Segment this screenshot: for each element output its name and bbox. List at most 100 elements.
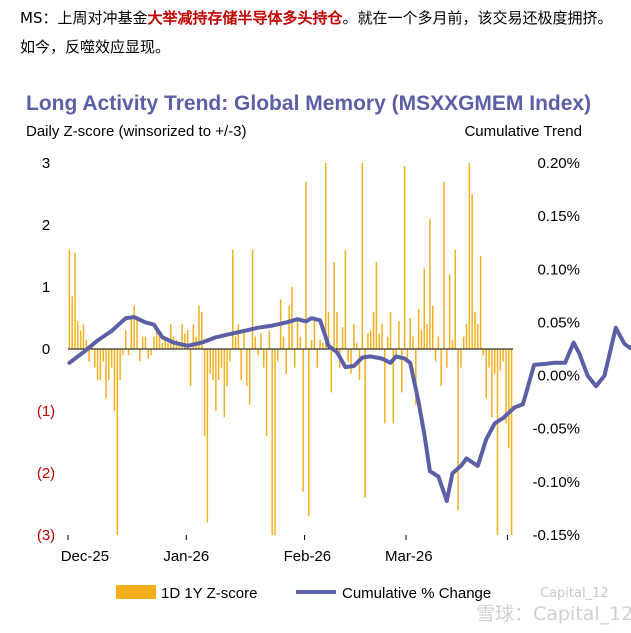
zscore-bar [341, 327, 344, 349]
zscore-bar [310, 339, 313, 349]
zscore-bar [392, 349, 395, 424]
zscore-bar [113, 349, 116, 411]
zscore-bar [493, 349, 496, 374]
zscore-bar [257, 349, 259, 356]
zscore-bar [302, 349, 304, 492]
y-left-tick-label: 1 [42, 279, 50, 296]
y-right-tick-label: -0.15% [532, 527, 580, 544]
chart-title: Long Activity Trend: Global Memory (MSXX… [26, 92, 591, 115]
zscore-bar [437, 336, 440, 349]
zscore-bar [474, 311, 476, 349]
zscore-bar [268, 330, 271, 349]
zscore-bar [423, 268, 426, 349]
zscore-bar [226, 349, 228, 387]
zscore-bar [336, 311, 338, 349]
zscore-bar [108, 349, 110, 380]
zscore-bar [465, 324, 468, 349]
x-tick-label: Dec-25 [61, 548, 109, 565]
zscore-bar [482, 349, 485, 356]
zscore-bar [398, 321, 400, 349]
zscore-bar [462, 336, 465, 349]
y-right-tick-label: 0.05% [537, 314, 580, 331]
zscore-bar [389, 311, 392, 349]
zscore-bar [448, 274, 451, 349]
zscore-bar [251, 249, 254, 349]
zscore-bar [254, 336, 257, 349]
zscore-bar [426, 324, 428, 349]
zscore-bar [431, 305, 434, 349]
zscore-bar [74, 252, 76, 349]
y-right-tick-label: -0.10% [532, 474, 580, 491]
zscore-bar [206, 349, 209, 523]
zscore-bar [361, 163, 364, 349]
y-left-tick-label: (2) [37, 465, 55, 482]
post-prefix: MS：上周对冲基金 [20, 9, 148, 27]
zscore-bar [322, 342, 324, 349]
zscore-bar [68, 249, 71, 349]
zscore-bar [330, 349, 333, 393]
zscore-bar [79, 330, 82, 349]
zscore-bar [420, 330, 423, 349]
zscore-bar [167, 342, 169, 349]
zscore-bar [324, 163, 327, 349]
zscore-bar [508, 349, 510, 449]
y-right-tick-label: 0.00% [537, 368, 580, 385]
zscore-bar [265, 349, 268, 436]
zscore-bar [181, 324, 183, 349]
zscore-bar [386, 336, 389, 349]
zscore-bar [282, 336, 285, 349]
zscore-bar [285, 349, 288, 374]
zscore-bar [344, 249, 347, 349]
zscore-bar [395, 349, 397, 359]
y-right-tick-label: 0.10% [537, 261, 580, 278]
zscore-bar [212, 349, 214, 380]
zscore-bar [277, 349, 279, 362]
zscore-bar [355, 342, 358, 349]
zscore-bar [305, 181, 307, 349]
y-right-tick-label: 0.20% [537, 155, 580, 172]
zscore-bar [401, 349, 403, 393]
zscore-bar [217, 349, 220, 380]
zscore-bar [85, 339, 88, 349]
zscore-bar [491, 349, 493, 418]
zscore-bar [364, 349, 366, 498]
zscore-bar [457, 349, 459, 511]
zscore-bar [319, 339, 321, 349]
zscore-bar [110, 349, 113, 368]
legend-line-label: Cumulative % Change [342, 585, 491, 602]
y-axis-right-ticks: 0.20% 0.15% 0.10% 0.05% 0.00% -0.05% -0.10% -0.… [532, 155, 580, 544]
y-left-tick-label: (1) [37, 403, 55, 420]
zscore-bar [262, 349, 265, 368]
zscore-bar [161, 342, 164, 349]
zscore-bar [170, 324, 172, 349]
zscore-bar [406, 349, 409, 362]
zscore-bar [102, 349, 104, 362]
cumulative-change-line [67, 315, 631, 503]
zscore-bar [99, 349, 102, 380]
zscore-bar [127, 349, 130, 356]
zscore-bar [105, 349, 107, 399]
zscore-bar [164, 336, 166, 349]
zscore-bar [446, 349, 448, 368]
zscore-bar [412, 336, 414, 349]
zscore-bar [347, 349, 349, 362]
zscore-bar [370, 330, 372, 349]
legend: 1D 1Y Z-score Cumulative % Change [116, 585, 491, 602]
zscore-bar [327, 311, 330, 349]
zscore-bar [240, 349, 242, 380]
zscore-bar [299, 336, 302, 349]
zscore-bar [271, 349, 273, 535]
zscore-bar [415, 349, 417, 405]
zscore-bar [186, 330, 189, 349]
zscore-bar [139, 349, 141, 362]
zscore-bar [189, 349, 192, 387]
legend-bar-label: 1D 1Y Z-score [161, 585, 257, 602]
zscore-bar [409, 318, 411, 349]
zscore-bar [293, 349, 296, 368]
post-highlight: 大举减持存储半导体多头持仓 [147, 9, 343, 27]
zscore-bar [147, 349, 150, 359]
zscore-bar [288, 305, 290, 349]
zscore-bar [510, 349, 513, 535]
zscore-bar [308, 349, 310, 517]
zscore-bar [333, 262, 335, 349]
